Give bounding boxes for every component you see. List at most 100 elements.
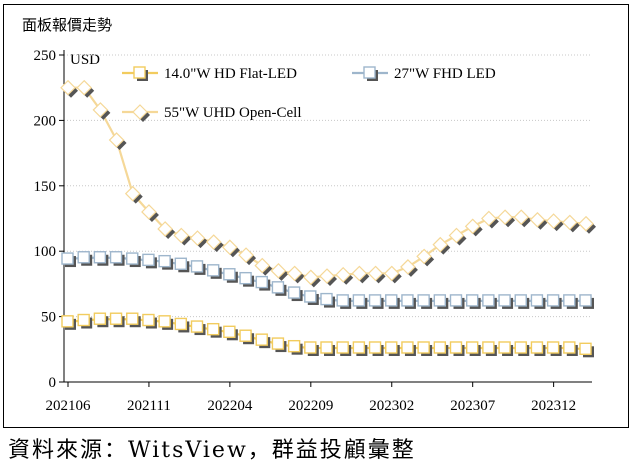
data-point (401, 294, 416, 309)
x-tick-label: 202209 (288, 398, 333, 414)
marker-shape (352, 341, 366, 354)
data-point (287, 286, 303, 302)
data-point (108, 132, 127, 151)
data-point (142, 313, 157, 329)
marker-shape (368, 341, 382, 354)
marker-shape (385, 341, 398, 354)
marker-shape (126, 252, 139, 265)
data-point (157, 221, 176, 239)
data-point (93, 312, 109, 328)
data-point (109, 251, 125, 266)
marker-shape (530, 341, 544, 354)
data-point (126, 312, 141, 328)
legend-label: 27"W FHD LED (394, 66, 496, 82)
data-point (287, 339, 303, 355)
data-point (222, 239, 240, 258)
data-point (464, 218, 483, 237)
data-point (255, 333, 271, 349)
data-point (352, 341, 368, 356)
x-tick-label: 202302 (369, 398, 414, 414)
data-point (206, 264, 222, 279)
data-point (158, 315, 174, 330)
source-note: 資料來源：WitsView，群益投顧彙整 (8, 438, 416, 463)
marker-shape (335, 266, 352, 283)
marker-shape (579, 342, 592, 355)
marker-shape (465, 341, 479, 354)
data-point (368, 341, 384, 356)
marker-shape (93, 251, 107, 264)
x-tick-label: 202312 (531, 398, 576, 414)
data-point (351, 265, 370, 284)
y-tick-label: 50 (41, 310, 56, 326)
legend-entry-1: 27"W FHD LED (352, 66, 496, 82)
data-point (514, 341, 530, 356)
data-point (417, 341, 433, 356)
data-point (319, 268, 337, 287)
data-point (563, 294, 578, 309)
marker-shape (432, 236, 449, 253)
data-point (433, 341, 449, 356)
marker-shape (61, 315, 74, 328)
data-point (481, 210, 499, 229)
marker-shape (433, 294, 447, 307)
marker-shape (368, 294, 382, 307)
data-point (61, 315, 76, 330)
data-point (141, 204, 159, 222)
y-axis-ticks: 0 50 100 150 200 250 (34, 48, 64, 391)
data-point (93, 251, 109, 266)
data-point (190, 320, 206, 336)
data-point (206, 322, 222, 338)
data-point (190, 260, 206, 275)
data-point (205, 234, 224, 253)
marker-shape (563, 294, 576, 307)
data-point (174, 257, 190, 273)
marker-shape (126, 312, 139, 325)
marker-shape (401, 294, 414, 307)
marker-shape (205, 234, 222, 250)
marker-shape (222, 239, 238, 256)
marker-shape (142, 313, 155, 327)
data-point (498, 294, 514, 309)
y-tick-label: 100 (34, 244, 57, 260)
data-point (189, 230, 208, 249)
marker-shape (363, 66, 376, 79)
legend-label: 55"W UHD Open-Cell (164, 105, 302, 121)
marker-shape (304, 341, 317, 354)
marker-shape (498, 294, 511, 307)
y-tick-label: 200 (34, 113, 57, 129)
data-point (579, 294, 594, 309)
data-point (530, 294, 546, 309)
data-point (271, 337, 287, 353)
marker-shape (108, 132, 125, 148)
y-tick-label: 250 (34, 48, 57, 64)
marker-shape (417, 341, 430, 354)
data-point (77, 313, 93, 329)
y-axis-unit: USD (70, 52, 100, 68)
marker-shape (124, 185, 141, 202)
series-1 (61, 251, 594, 309)
data-point (336, 341, 352, 356)
data-point (255, 275, 271, 291)
marker-shape (449, 294, 463, 307)
marker-shape (287, 339, 301, 353)
marker-shape (465, 294, 479, 307)
data-point (60, 79, 78, 98)
data-point (239, 329, 255, 345)
marker-shape (60, 79, 76, 96)
data-point (76, 79, 95, 98)
data-point (497, 209, 516, 228)
data-point (320, 292, 335, 308)
series-2 (60, 79, 596, 288)
data-point (385, 294, 400, 309)
data-point (432, 236, 451, 255)
data-point (416, 248, 435, 267)
data-point (271, 281, 287, 296)
marker-shape (286, 265, 303, 282)
data-point (563, 341, 578, 356)
marker-shape (223, 325, 236, 338)
marker-shape (320, 341, 333, 354)
data-point (109, 312, 125, 328)
marker-shape (287, 286, 301, 299)
data-point (174, 317, 190, 333)
marker-shape (206, 264, 220, 277)
